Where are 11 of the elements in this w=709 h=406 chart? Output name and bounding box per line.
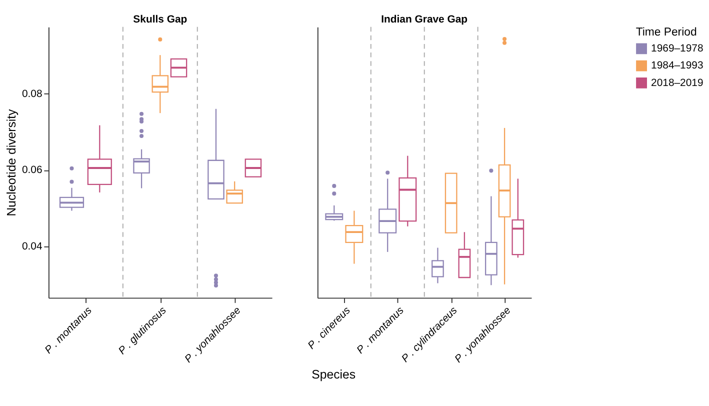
legend-label: 2018–2019 xyxy=(651,78,704,89)
y-tick-label: 0.04 xyxy=(22,242,42,253)
legend-label: 1969–1978 xyxy=(651,44,704,55)
legend-label: 1984–1993 xyxy=(651,60,704,72)
x-axis-title: Species xyxy=(312,368,356,382)
chart-title: Indian Grave Gap xyxy=(381,14,468,26)
chart-title: Skulls Gap xyxy=(133,14,188,26)
y-tick-label: 0.08 xyxy=(22,88,42,100)
y-tick-label: 0.06 xyxy=(22,165,42,176)
y-axis-title: Nucleotide diversity xyxy=(4,108,18,216)
legend-title: Time Period xyxy=(636,26,697,38)
